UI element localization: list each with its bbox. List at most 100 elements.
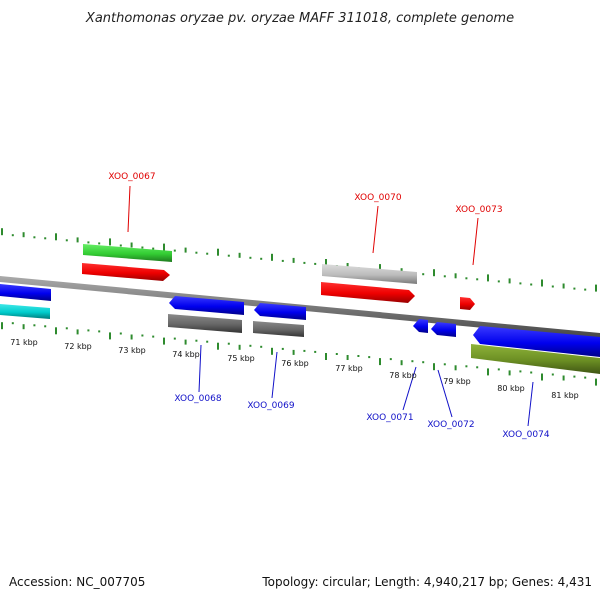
tick-mark — [281, 259, 284, 262]
tick-mark — [163, 337, 165, 345]
tick-mark — [87, 241, 90, 244]
tick-mark — [238, 252, 241, 258]
cds-xoo-0069[interactable] — [254, 303, 306, 320]
cds-left-edge[interactable] — [0, 284, 51, 301]
lower-tick-row — [1, 322, 597, 386]
tick-mark — [541, 279, 543, 287]
tick-mark — [595, 378, 597, 386]
tick-mark — [76, 237, 79, 243]
tick-mark — [22, 232, 25, 238]
tick-mark — [281, 347, 284, 350]
tick-mark — [433, 269, 435, 277]
tick-mark — [33, 236, 36, 239]
tick-mark — [119, 332, 122, 335]
tick-mark — [368, 356, 371, 359]
tick-mark — [44, 325, 47, 328]
tick-mark — [163, 243, 165, 251]
tick-mark — [379, 358, 381, 366]
cds-xoo-0071[interactable] — [413, 319, 428, 333]
kbp-label: 76 kbp — [281, 359, 309, 368]
tick-mark — [22, 324, 25, 330]
tick-mark — [487, 274, 489, 282]
tick-mark — [292, 257, 295, 263]
gene-feature-xoo-0068[interactable] — [168, 314, 242, 333]
gene-label-xoo-0068[interactable]: XOO_0068 — [174, 394, 221, 404]
gene-feature-xoo-0074[interactable] — [471, 344, 600, 374]
tick-mark — [195, 251, 198, 254]
kbp-scale: 71 kbp 72 kbp 73 kbp 74 kbp 75 kbp 76 kb… — [10, 338, 579, 400]
kbp-label: 81 kbp — [551, 391, 579, 400]
tick-mark — [1, 228, 3, 236]
tick-mark — [454, 273, 457, 279]
tick-mark — [227, 254, 230, 257]
tick-mark — [497, 280, 500, 283]
tick-mark — [595, 284, 597, 292]
gene-label-xoo-0067[interactable]: XOO_0067 — [108, 172, 155, 182]
tick-mark — [530, 371, 533, 374]
tick-mark — [454, 365, 457, 371]
cds-xoo-0070[interactable] — [321, 282, 415, 303]
tick-mark — [325, 259, 327, 266]
tick-mark — [76, 329, 79, 335]
tick-mark — [562, 283, 565, 289]
cds-xoo-0074[interactable] — [473, 326, 600, 357]
tick-mark — [497, 368, 500, 371]
gene-label-xoo-0070[interactable]: XOO_0070 — [354, 193, 401, 203]
tick-mark — [346, 263, 349, 268]
cds-xoo-0068[interactable] — [169, 296, 244, 315]
kbp-label: 74 kbp — [172, 350, 200, 359]
tick-mark — [346, 355, 349, 360]
tick-mark — [55, 327, 57, 335]
tick-mark — [573, 375, 576, 378]
tick-mark — [584, 288, 587, 291]
cds-xoo-0073[interactable] — [460, 297, 475, 310]
kbp-label: 75 kbp — [227, 354, 255, 363]
tick-mark — [465, 365, 468, 368]
tick-mark — [443, 363, 446, 366]
tick-mark — [422, 273, 425, 276]
kbp-label: 77 kbp — [335, 364, 363, 373]
cds-xoo-0072[interactable] — [431, 322, 456, 337]
tick-mark — [357, 355, 360, 357]
tick-mark — [238, 344, 241, 350]
gene-label-xoo-0072[interactable]: XOO_0072 — [427, 420, 474, 430]
gene-label-xoo-0074[interactable]: XOO_0074 — [502, 430, 549, 440]
tick-mark — [55, 233, 57, 241]
tick-mark — [465, 277, 468, 280]
cds-xoo-0067[interactable] — [82, 263, 170, 281]
tick-mark — [476, 278, 479, 281]
accession-text: Accession: NC_007705 — [9, 575, 145, 589]
kbp-label: 73 kbp — [118, 346, 146, 355]
gene-feature-xoo-0069[interactable] — [253, 321, 304, 337]
gene-feature-cyan[interactable] — [0, 304, 50, 319]
kbp-label: 71 kbp — [10, 338, 38, 347]
tick-mark — [44, 237, 47, 240]
tick-mark — [119, 244, 122, 247]
tick-mark — [271, 253, 273, 261]
tick-mark — [551, 373, 554, 376]
tick-mark — [141, 334, 144, 337]
tick-mark — [87, 329, 90, 332]
tick-mark — [130, 334, 133, 340]
tick-mark — [530, 283, 533, 286]
gene-feature-xoo-0070[interactable] — [322, 264, 417, 284]
tick-mark — [335, 353, 338, 355]
tick-mark — [562, 375, 565, 381]
gene-feature-green[interactable] — [83, 244, 172, 262]
kbp-label: 78 kbp — [389, 371, 417, 380]
gene-label-xoo-0073[interactable]: XOO_0073 — [455, 205, 502, 215]
tick-mark — [519, 370, 522, 373]
tick-mark — [152, 247, 155, 250]
upper-tick-row — [1, 228, 597, 292]
tick-mark — [573, 287, 576, 290]
tick-mark — [11, 322, 14, 325]
tick-mark — [109, 238, 111, 246]
tick-mark — [389, 358, 392, 361]
gene-label-xoo-0069[interactable]: XOO_0069 — [247, 401, 294, 411]
tick-mark — [508, 370, 511, 376]
kbp-label: 80 kbp — [497, 384, 525, 393]
tick-mark — [400, 360, 403, 366]
gene-label-xoo-0071[interactable]: XOO_0071 — [366, 413, 413, 423]
tick-mark — [249, 344, 252, 347]
